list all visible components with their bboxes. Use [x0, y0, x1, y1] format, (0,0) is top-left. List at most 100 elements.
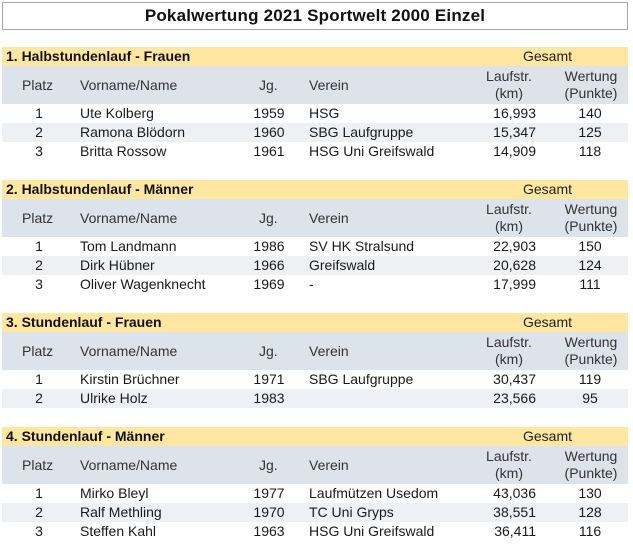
cell-jg: 1961 [253, 143, 285, 159]
table-row: 1 Kirstin Brüchner 1971 SBG Laufgruppe 3… [2, 370, 628, 389]
cell-name: Mirko Bleyl [80, 485, 149, 501]
gesamt-label: Gesamt [523, 428, 573, 444]
cell-wertung: 140 [578, 105, 602, 121]
cell-verein: HSG Uni Greifswald [309, 523, 435, 539]
table-row: 2 Ramona Blödorn 1960 SBG Laufgruppe 15,… [2, 123, 628, 142]
cell-wertung: 111 [579, 276, 601, 292]
cell-platz: 2 [35, 124, 43, 140]
cell-verein: TC Uni Gryps [309, 504, 394, 520]
cell-laufstrecke: 36,411 [494, 523, 536, 539]
gesamt-label: Gesamt [523, 48, 573, 64]
header-name: Vorname/Name [80, 343, 178, 359]
cell-name: Oliver Wagenknecht [80, 276, 206, 292]
header-laufstrecke: Laufstr. (km) [486, 68, 532, 101]
header-laufstrecke: Laufstr. (km) [486, 201, 532, 234]
cell-name: Ute Kolberg [80, 105, 154, 121]
page-title: Pokalwertung 2021 Sportwelt 2000 Einzel [2, 2, 628, 30]
cell-wertung: 130 [578, 485, 602, 501]
column-header-row: Platz Vorname/Name Jg. Verein Laufstr. (k… [2, 66, 628, 104]
cell-verein: - [309, 276, 314, 292]
cell-verein: Laufmützen Usedom [309, 485, 439, 501]
cell-jg: 1963 [253, 523, 285, 539]
header-name: Vorname/Name [80, 457, 178, 473]
table-row: 3 Oliver Wagenknecht 1969 - 17,999 111 [2, 275, 628, 294]
header-jg: Jg. [259, 210, 278, 226]
cell-wertung: 128 [578, 504, 602, 520]
header-verein: Verein [309, 343, 349, 359]
cell-platz: 1 [35, 485, 43, 501]
section-header: 4. Stundenlauf - Männer Gesamt [2, 427, 628, 446]
header-name: Vorname/Name [80, 77, 178, 93]
cell-jg: 1966 [253, 257, 285, 273]
cell-verein: SBG Laufgruppe [309, 371, 414, 387]
cell-wertung: 116 [578, 523, 602, 539]
cell-verein: HSG [309, 105, 340, 121]
cell-name: Ulrike Holz [80, 390, 148, 406]
cell-name: Dirk Hübner [80, 257, 155, 273]
header-platz: Platz [22, 457, 54, 473]
cell-laufstrecke: 38,551 [493, 504, 536, 520]
cell-laufstrecke: 22,903 [493, 238, 536, 254]
table-row: 3 Britta Rossow 1961 HSG Uni Greifswald … [2, 142, 628, 161]
cell-platz: 2 [35, 504, 43, 520]
header-jg: Jg. [259, 77, 278, 93]
cell-platz: 1 [35, 371, 43, 387]
cell-platz: 1 [35, 105, 43, 121]
header-verein: Verein [309, 210, 349, 226]
cell-wertung: 95 [582, 390, 598, 406]
cell-name: Tom Landmann [80, 238, 177, 254]
section-header: 1. Halbstundenlauf - Frauen Gesamt [2, 47, 628, 66]
header-platz: Platz [22, 77, 54, 93]
cell-wertung: 150 [578, 238, 602, 254]
cell-jg: 1960 [253, 124, 285, 140]
header-platz: Platz [22, 210, 54, 226]
section-halbstundenlauf-frauen: 1. Halbstundenlauf - Frauen Gesamt Platz… [2, 47, 628, 161]
table-row: 1 Ute Kolberg 1959 HSG 16,993 140 [2, 104, 628, 123]
header-laufstrecke: Laufstr. (km) [486, 334, 532, 367]
cell-platz: 1 [35, 238, 43, 254]
cell-laufstrecke: 17,999 [493, 276, 536, 292]
header-jg: Jg. [259, 343, 278, 359]
table-row: 1 Mirko Bleyl 1977 Laufmützen Usedom 43,… [2, 484, 628, 503]
column-header-row: Platz Vorname/Name Jg. Verein Laufstr. (k… [2, 332, 628, 370]
cell-laufstrecke: 43,036 [493, 485, 536, 501]
table-row: 2 Ralf Methling 1970 TC Uni Gryps 38,551… [2, 503, 628, 522]
section-title: 1. Halbstundenlauf - Frauen [6, 48, 191, 64]
section-title: 4. Stundenlauf - Männer [6, 428, 165, 444]
column-header-row: Platz Vorname/Name Jg. Verein Laufstr. (k… [2, 446, 628, 484]
section-title: 3. Stundenlauf - Frauen [6, 314, 162, 330]
header-jg: Jg. [259, 457, 278, 473]
cell-jg: 1970 [253, 504, 285, 520]
cell-laufstrecke: 16,993 [493, 105, 536, 121]
cell-laufstrecke: 20,628 [493, 257, 536, 273]
header-verein: Verein [309, 457, 349, 473]
header-laufstrecke: Laufstr. (km) [486, 448, 532, 481]
cell-platz: 3 [35, 276, 43, 292]
gesamt-label: Gesamt [523, 181, 573, 197]
header-platz: Platz [22, 343, 54, 359]
cell-platz: 2 [35, 390, 43, 406]
cell-jg: 1986 [253, 238, 285, 254]
cell-jg: 1983 [253, 390, 285, 406]
cell-verein: SV HK Stralsund [309, 238, 415, 254]
cell-platz: 3 [35, 143, 43, 159]
section-header: 3. Stundenlauf - Frauen Gesamt [2, 313, 628, 332]
cell-wertung: 125 [578, 124, 602, 140]
cell-name: Ralf Methling [80, 504, 162, 520]
header-name: Vorname/Name [80, 210, 178, 226]
cell-laufstrecke: 15,347 [493, 124, 536, 140]
cell-name: Kirstin Brüchner [80, 371, 180, 387]
cell-laufstrecke: 14,909 [493, 143, 536, 159]
cell-platz: 2 [35, 257, 43, 273]
cell-verein: HSG Uni Greifswald [309, 143, 435, 159]
cell-wertung: 119 [578, 371, 602, 387]
cell-name: Ramona Blödorn [80, 124, 186, 140]
header-wertung: Wertung (Punkte) [564, 334, 618, 367]
cell-wertung: 118 [578, 143, 602, 159]
cell-laufstrecke: 23,566 [493, 390, 536, 406]
cell-jg: 1959 [253, 105, 285, 121]
table-row: 1 Tom Landmann 1986 SV HK Stralsund 22,9… [2, 237, 628, 256]
section-halbstundenlauf-maenner: 2. Halbstundenlauf - Männer Gesamt Platz… [2, 180, 628, 294]
section-stundenlauf-frauen: 3. Stundenlauf - Frauen Gesamt Platz Vor… [2, 313, 628, 408]
header-wertung: Wertung (Punkte) [564, 448, 618, 481]
